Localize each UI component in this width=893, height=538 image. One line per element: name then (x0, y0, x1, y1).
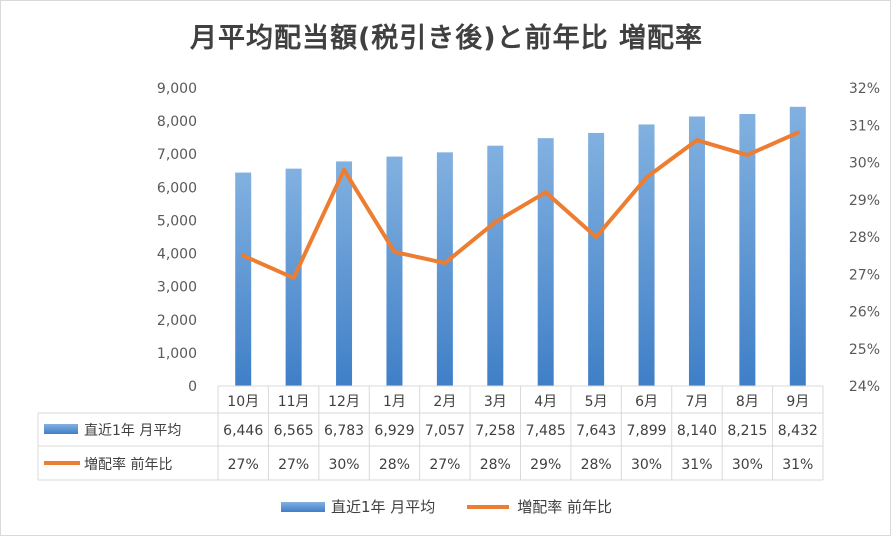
table-cell-bar-value: 7,899 (626, 423, 666, 439)
y-left-tick-label: 4,000 (157, 247, 197, 263)
x-tick-label: 4月 (534, 394, 557, 410)
chart-title: 月平均配当額(税引き後)と前年比 増配率 (189, 23, 704, 54)
line-point (644, 175, 649, 180)
table-cell-bar-value: 7,057 (425, 423, 465, 439)
line-point (745, 153, 750, 158)
x-tick-label: 3月 (484, 394, 507, 410)
x-tick-label: 9月 (786, 394, 809, 410)
table-cell-bar-value: 8,140 (677, 423, 717, 439)
y-right-tick-label: 25% (849, 342, 880, 358)
line-point (241, 253, 246, 258)
table-cell-line-value: 27% (228, 457, 259, 473)
legend-bar-swatch (280, 501, 325, 512)
legend-line-swatch (467, 504, 510, 509)
y-right-tick-label: 31% (849, 118, 880, 134)
line-point (795, 130, 800, 135)
y-right-tick-label: 29% (849, 193, 880, 209)
bar (789, 106, 806, 386)
y-left-tick-label: 3,000 (157, 280, 197, 296)
y-left-tick-label: 7,000 (157, 147, 197, 163)
x-tick-label: 6月 (635, 394, 658, 410)
line-point (342, 167, 347, 172)
line-point (442, 261, 447, 266)
table-cell-line-value: 27% (429, 457, 460, 473)
x-tick-label: 1月 (383, 394, 406, 410)
x-tick-label: 8月 (736, 394, 759, 410)
table-cell-bar-value: 8,432 (778, 423, 818, 439)
bar (487, 145, 504, 386)
x-tick-label: 11月 (278, 394, 310, 410)
line-point (694, 138, 699, 143)
legend-item-bar: 直近1年 月平均 (280, 496, 436, 517)
table-cell-line-value: 29% (530, 457, 561, 473)
table-cell-line-value: 28% (480, 457, 511, 473)
y-left-tick-label: 1,000 (157, 346, 197, 362)
bar (688, 116, 705, 386)
table-row-header-bar: 直近1年 月平均 (84, 422, 181, 439)
table-cell-bar-value: 6,446 (223, 423, 263, 439)
bar (235, 172, 252, 386)
x-tick-label: 2月 (433, 394, 456, 410)
legend-line-label: 増配率 前年比 (517, 498, 613, 516)
legend-bar-label: 直近1年 月平均 (330, 498, 436, 516)
y-right-tick-label: 27% (849, 267, 880, 283)
y-left-tick-label: 5,000 (157, 213, 197, 229)
bar (436, 152, 453, 386)
table-cell-bar-value: 6,783 (324, 423, 364, 439)
y-right-tick-label: 30% (849, 156, 880, 172)
y-right-tick-label: 32% (849, 81, 880, 97)
x-tick-label: 7月 (685, 394, 708, 410)
bar (638, 124, 655, 387)
table-cell-bar-value: 6,929 (374, 423, 414, 439)
y-left-tick-label: 0 (188, 379, 197, 395)
table-cell-line-value: 31% (681, 457, 712, 473)
table-cell-line-value: 30% (631, 457, 662, 473)
table-row-header-line: 増配率 前年比 (84, 456, 172, 473)
table-cell-bar-value: 7,643 (576, 423, 616, 439)
line-point (493, 220, 498, 225)
y-right-tick-label: 26% (849, 305, 880, 321)
bar (537, 138, 554, 386)
line-series (241, 130, 800, 280)
table-cell-line-value: 27% (278, 457, 309, 473)
table-key-bar-swatch (44, 424, 78, 434)
line-point (392, 249, 397, 254)
x-tick-label: 10月 (227, 394, 259, 410)
table-cell-bar-value: 6,565 (274, 423, 314, 439)
bar (386, 156, 403, 386)
line-point (594, 235, 599, 239)
y-right-tick-label: 28% (849, 230, 880, 246)
bar (588, 132, 605, 386)
y-left-tick-label: 9,000 (157, 81, 197, 97)
table-cell-line-value: 28% (379, 457, 410, 473)
bar (336, 161, 353, 386)
table-cell-line-value: 30% (328, 457, 359, 473)
table-cell-bar-value: 8,215 (727, 423, 767, 439)
y-left-tick-label: 2,000 (157, 313, 197, 329)
legend-item-line: 増配率 前年比 (467, 496, 612, 517)
table-cell-bar-value: 7,485 (526, 423, 566, 439)
y-left-tick-label: 6,000 (157, 180, 197, 196)
y-right-tick-label: 24% (849, 379, 880, 395)
y-left-tick-label: 8,000 (157, 114, 197, 130)
x-tick-label: 12月 (328, 394, 360, 410)
table-cell-bar-value: 7,258 (475, 423, 515, 439)
table-cell-line-value: 28% (581, 457, 612, 473)
table-cell-line-value: 31% (782, 457, 813, 473)
table-cell-line-value: 30% (732, 457, 763, 473)
chart-legend: 直近1年 月平均 増配率 前年比 (0, 496, 893, 517)
bar (739, 113, 756, 387)
x-tick-label: 5月 (585, 394, 608, 410)
line-point (291, 275, 296, 280)
line-point (543, 190, 548, 195)
